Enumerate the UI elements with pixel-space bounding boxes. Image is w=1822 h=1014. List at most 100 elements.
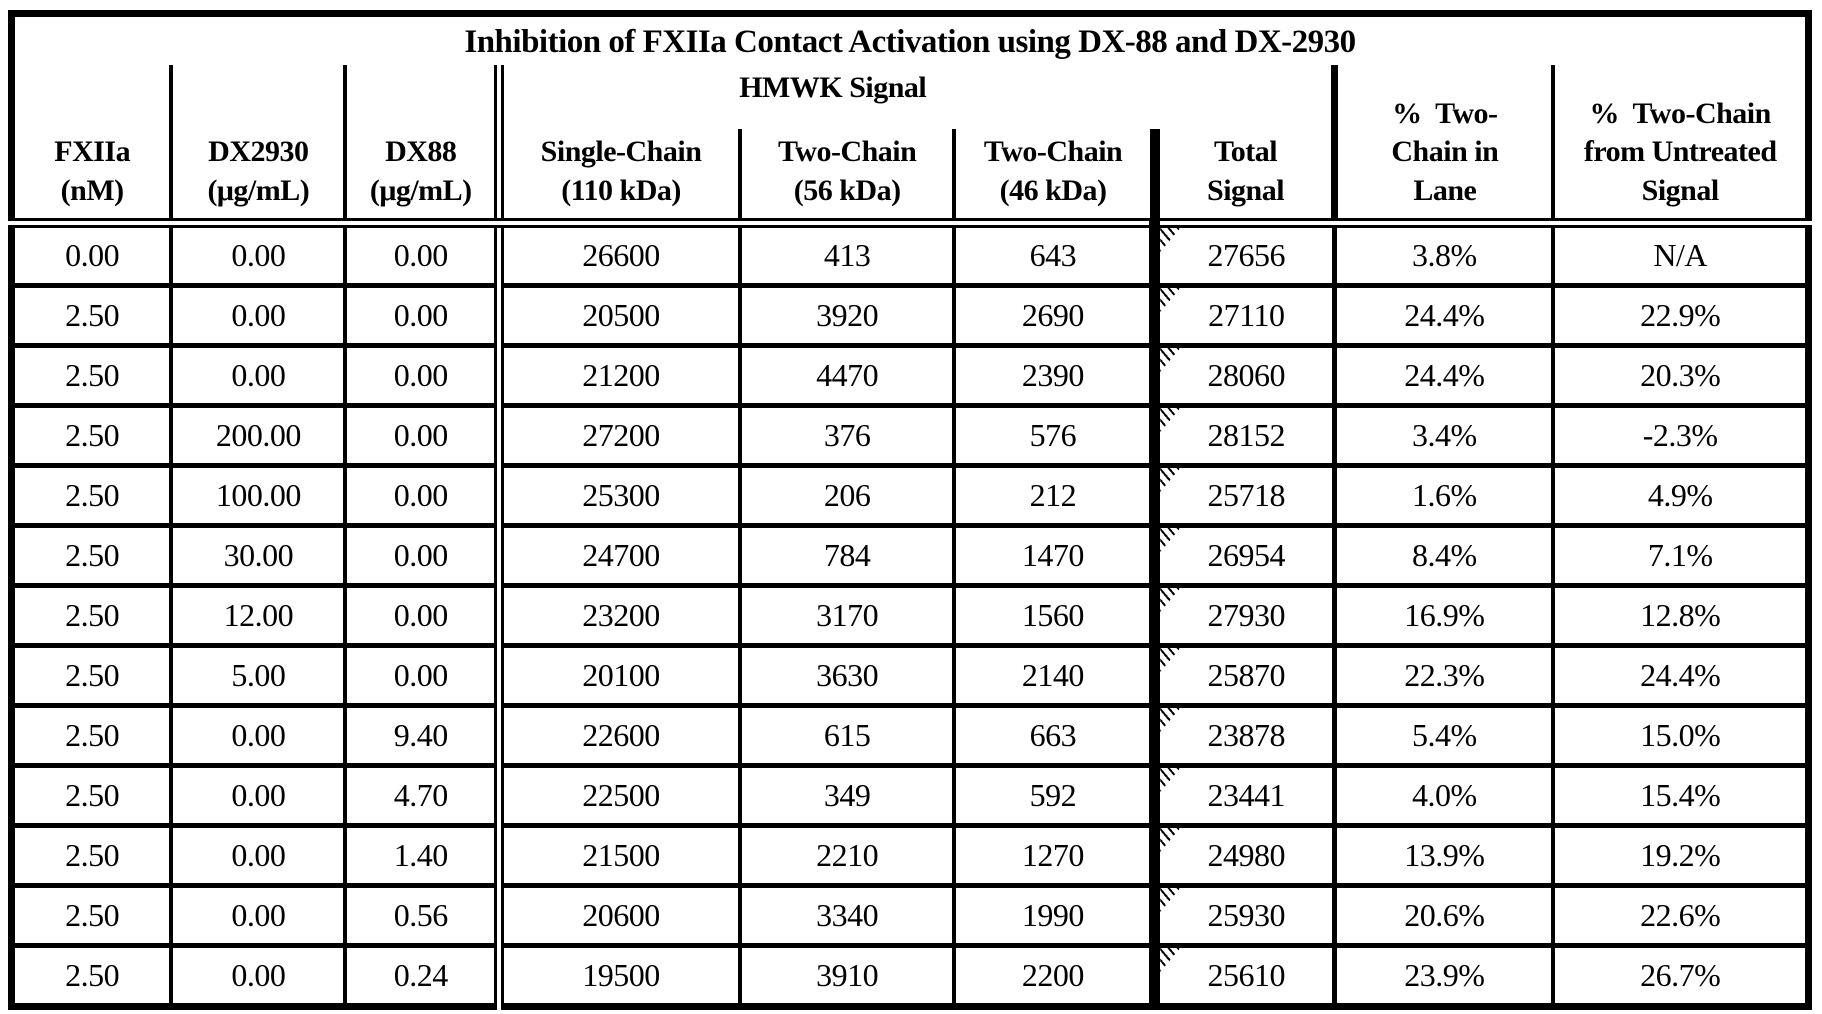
cell-dx2930: 0.00 bbox=[169, 283, 348, 348]
cell-total-signal: 25610 bbox=[1149, 943, 1337, 1009]
cell-dx2930: 200.00 bbox=[169, 403, 348, 468]
cell-fxiia: 2.50 bbox=[9, 403, 174, 468]
cell-total-signal: 26954 bbox=[1149, 523, 1337, 588]
cell-dx2930: 0.00 bbox=[169, 823, 348, 888]
cell-single-chain: 20100 bbox=[494, 643, 742, 708]
cell-fxiia: 2.50 bbox=[9, 643, 174, 708]
cell-pct-two-chain-lane: 24.4% bbox=[1332, 343, 1556, 408]
cell-pct-two-chain-untreated: 24.4% bbox=[1551, 643, 1811, 708]
cell-single-chain: 23200 bbox=[494, 583, 742, 648]
cell-dx2930: 0.00 bbox=[169, 343, 348, 408]
cell-dx88: 0.00 bbox=[343, 220, 502, 288]
cell-two-chain-56: 4470 bbox=[737, 343, 957, 408]
inhibition-data-table: Inhibition of FXIIa Contact Activation u… bbox=[8, 10, 1812, 1010]
column-header-total-signal: Total Signal bbox=[1149, 129, 1337, 228]
cell-pct-two-chain-lane: 3.4% bbox=[1332, 403, 1556, 468]
cell-pct-two-chain-lane: 4.0% bbox=[1332, 763, 1556, 828]
cell-fxiia: 2.50 bbox=[9, 703, 174, 768]
cell-dx88: 0.00 bbox=[343, 583, 502, 648]
cell-dx2930: 0.00 bbox=[169, 703, 348, 768]
cell-pct-two-chain-untreated: -2.3% bbox=[1551, 403, 1811, 468]
table-header: Inhibition of FXIIa Contact Activation u… bbox=[9, 14, 1811, 228]
table-row: 2.50 5.00 0.00 20100 3630 2140 25870 22.3% 24.4% bbox=[9, 643, 1811, 708]
cell-pct-two-chain-untreated: 12.8% bbox=[1551, 583, 1811, 648]
cell-pct-two-chain-lane: 16.9% bbox=[1332, 583, 1556, 648]
cell-single-chain: 21500 bbox=[494, 823, 742, 888]
cell-pct-two-chain-untreated: 26.7% bbox=[1551, 943, 1811, 1009]
cell-total-signal: 25870 bbox=[1149, 643, 1337, 708]
cell-dx88: 9.40 bbox=[343, 703, 502, 768]
cell-single-chain: 27200 bbox=[494, 403, 742, 468]
cell-two-chain-56: 376 bbox=[737, 403, 957, 468]
cell-pct-two-chain-untreated: 22.6% bbox=[1551, 883, 1811, 948]
cell-single-chain: 25300 bbox=[494, 463, 742, 528]
table-row: 2.50 0.00 0.24 19500 3910 2200 25610 23.9% 26.7% bbox=[9, 943, 1811, 1009]
cell-total-signal: 25718 bbox=[1149, 463, 1337, 528]
cell-dx2930: 0.00 bbox=[169, 883, 348, 948]
table-row: 2.50 0.00 4.70 22500 349 592 23441 4.0% 15.4% bbox=[9, 763, 1811, 828]
column-header-two-chain-56kda: Two-Chain (56 kDa) bbox=[737, 129, 957, 228]
table-row: 2.50 0.00 9.40 22600 615 663 23878 5.4% 15.0% bbox=[9, 703, 1811, 768]
cell-dx88: 0.24 bbox=[343, 943, 502, 1009]
cell-single-chain: 19500 bbox=[494, 943, 742, 1009]
cell-two-chain-56: 3910 bbox=[737, 943, 957, 1009]
cell-pct-two-chain-lane: 24.4% bbox=[1332, 283, 1556, 348]
cell-pct-two-chain-lane: 13.9% bbox=[1332, 823, 1556, 888]
cell-fxiia: 2.50 bbox=[9, 283, 174, 348]
cell-total-signal: 28060 bbox=[1149, 343, 1337, 408]
cell-single-chain: 20600 bbox=[494, 883, 742, 948]
cell-two-chain-56: 3340 bbox=[737, 883, 957, 948]
cell-pct-two-chain-lane: 5.4% bbox=[1332, 703, 1556, 768]
table-row: 0.00 0.00 0.00 26600 413 643 27656 3.8% N/A bbox=[9, 220, 1811, 288]
cell-dx88: 0.00 bbox=[343, 523, 502, 588]
table-title: Inhibition of FXIIa Contact Activation u… bbox=[464, 23, 1356, 60]
column-header-pct-two-chain-from-untreated: % Two-Chain from Untreated Signal bbox=[1551, 65, 1811, 228]
column-header-single-chain-110kda: Single-Chain (110 kDa) bbox=[494, 129, 742, 228]
cell-single-chain: 22500 bbox=[494, 763, 742, 828]
cell-two-chain-46: 576 bbox=[952, 403, 1157, 468]
cell-dx88: 0.00 bbox=[343, 343, 502, 408]
cell-pct-two-chain-untreated: 15.0% bbox=[1551, 703, 1811, 768]
cell-total-signal: 28152 bbox=[1149, 403, 1337, 468]
column-header-fxiia: FXIIa (nM) bbox=[9, 65, 174, 228]
table-row: 2.50 200.00 0.00 27200 376 576 28152 3.4% -2.3% bbox=[9, 403, 1811, 468]
cell-two-chain-56: 206 bbox=[737, 463, 957, 528]
cell-fxiia: 2.50 bbox=[9, 583, 174, 648]
cell-pct-two-chain-lane: 8.4% bbox=[1332, 523, 1556, 588]
cell-two-chain-56: 2210 bbox=[737, 823, 957, 888]
cell-dx2930: 0.00 bbox=[169, 943, 348, 1009]
cell-two-chain-56: 3170 bbox=[737, 583, 957, 648]
column-group-header-hmwk-signal: HMWK Signal bbox=[494, 65, 1337, 129]
cell-two-chain-46: 1990 bbox=[952, 883, 1157, 948]
cell-pct-two-chain-untreated: 19.2% bbox=[1551, 823, 1811, 888]
cell-pct-two-chain-untreated: 22.9% bbox=[1551, 283, 1811, 348]
cell-dx2930: 100.00 bbox=[169, 463, 348, 528]
title-row: Inhibition of FXIIa Contact Activation u… bbox=[12, 14, 1809, 66]
cell-two-chain-56: 413 bbox=[737, 220, 957, 288]
cell-fxiia: 2.50 bbox=[9, 343, 174, 408]
cell-fxiia: 2.50 bbox=[9, 463, 174, 528]
group-header-row: FXIIa (nM) DX2930 (μg/mL) DX88 (μg/mL) H… bbox=[9, 65, 1811, 228]
column-header-dx2930: DX2930 (μg/mL) bbox=[169, 65, 348, 228]
cell-single-chain: 21200 bbox=[494, 343, 742, 408]
cell-two-chain-46: 592 bbox=[952, 763, 1157, 828]
sub-header-row: Single-Chain (110 kDa) Two-Chain (56 kDa… bbox=[12, 129, 1809, 228]
cell-two-chain-56: 349 bbox=[737, 763, 957, 828]
column-header-two-chain-46kda: Two-Chain (46 kDa) bbox=[952, 129, 1157, 228]
cell-pct-two-chain-lane: 20.6% bbox=[1332, 883, 1556, 948]
cell-dx88: 0.00 bbox=[343, 283, 502, 348]
cell-single-chain: 20500 bbox=[494, 283, 742, 348]
cell-pct-two-chain-lane: 3.8% bbox=[1332, 220, 1556, 288]
cell-pct-two-chain-untreated: 7.1% bbox=[1551, 523, 1811, 588]
cell-dx88: 4.70 bbox=[343, 763, 502, 828]
cell-dx2930: 12.00 bbox=[169, 583, 348, 648]
cell-pct-two-chain-untreated: 20.3% bbox=[1551, 343, 1811, 408]
cell-total-signal: 24980 bbox=[1149, 823, 1337, 888]
cell-two-chain-46: 2390 bbox=[952, 343, 1157, 408]
cell-dx2930: 30.00 bbox=[169, 523, 348, 588]
column-header-dx88: DX88 (μg/mL) bbox=[343, 65, 502, 228]
cell-dx2930: 0.00 bbox=[169, 763, 348, 828]
cell-two-chain-46: 2140 bbox=[952, 643, 1157, 708]
cell-two-chain-46: 1470 bbox=[952, 523, 1157, 588]
